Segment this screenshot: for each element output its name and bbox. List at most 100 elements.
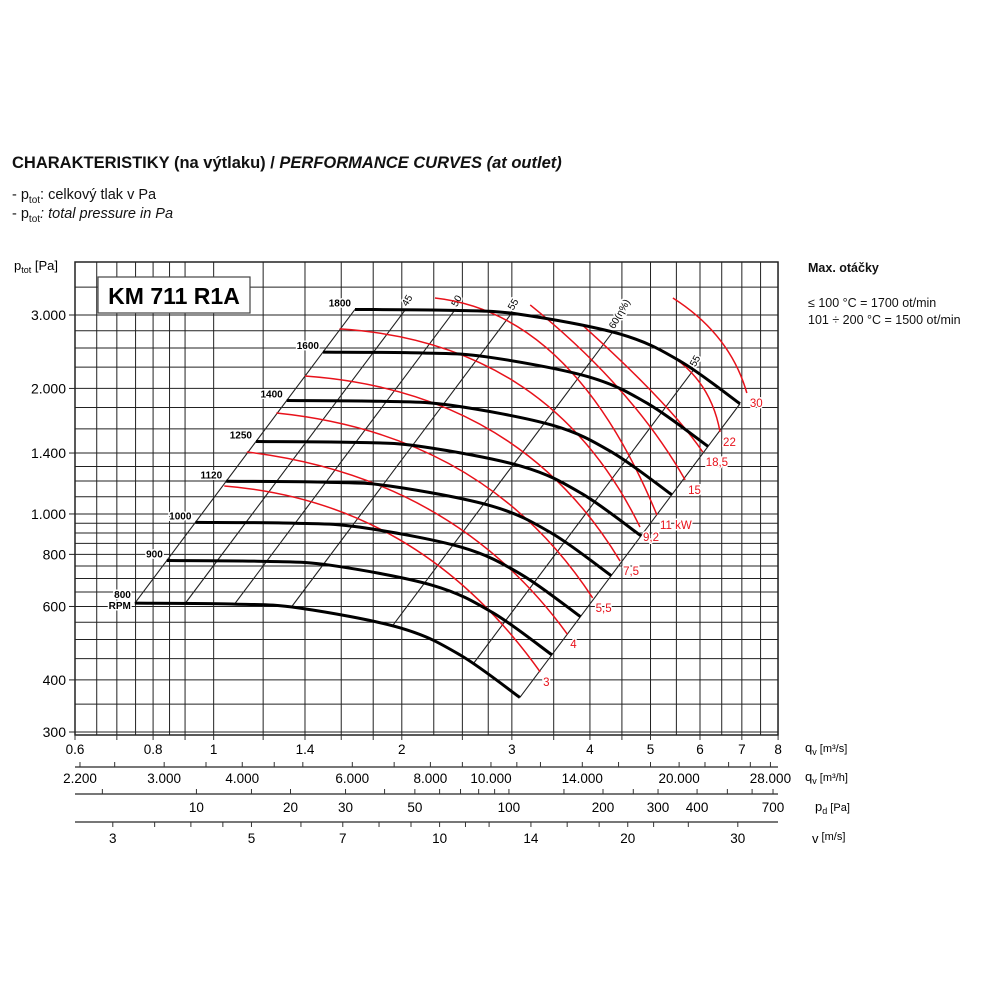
power-curve: [246, 451, 568, 635]
scale-tick-label: 300: [647, 800, 670, 815]
scale-tick-label: 8: [774, 742, 782, 757]
rpm-label: 800: [114, 590, 131, 601]
legend-line-en: - ptot: total pressure in Pa: [12, 206, 173, 225]
model-label: KM 711 R1A: [108, 283, 240, 309]
scale-unit-label: v [m/s]: [812, 831, 845, 846]
rpm-curve: [322, 350, 709, 448]
power-label: 11 kW: [660, 520, 692, 532]
power-label: 3: [543, 677, 549, 689]
efficiency-line: [184, 309, 406, 604]
scale-tick-label: 400: [686, 800, 709, 815]
legend-line-cz: - ptot: celkový tlak v Pa: [12, 187, 156, 206]
power-curve: [224, 485, 541, 673]
y-tick-label: 400: [43, 672, 67, 688]
scale-tick-label: 200: [592, 800, 615, 815]
rpm-curve: [195, 520, 582, 618]
scale-tick-label: 8.000: [413, 771, 447, 786]
power-curve: [276, 412, 594, 599]
legend-text: : total pressure in Pa: [40, 206, 174, 222]
power-label: 18,5: [706, 457, 728, 469]
power-label: 9,2: [643, 532, 659, 544]
y-tick-label: 300: [43, 724, 67, 740]
efficiency-label: 45: [400, 293, 415, 309]
y-tick-label: 1.000: [31, 506, 66, 522]
scale-tick-label: 20: [283, 800, 298, 815]
power-label: 7,5: [623, 566, 639, 578]
y-tick-label: 3.000: [31, 307, 66, 323]
power-curve: [581, 324, 704, 453]
scale-tick-label: 0.6: [66, 742, 85, 757]
y-tick-label: 2.000: [31, 380, 66, 396]
scale-tick-label: 3: [508, 742, 516, 757]
rpm-label: 1000: [169, 511, 192, 522]
rpm-curve: [354, 307, 741, 405]
rpm-label: 1120: [200, 470, 222, 481]
title-czech: CHARAKTERISTIKY (na výtlaku) /: [12, 154, 280, 172]
secondary-scales: 0.6 0.8 1 1.4 2 3 4 5 6 7 8 qv [m³/s] 2.200 3.000 4.00…: [63, 735, 850, 846]
legend-subscript: tot: [28, 213, 41, 225]
scale-tick-label: 28.000: [750, 771, 791, 786]
y-tick-label: 800: [43, 546, 67, 562]
power-curve: [304, 375, 621, 562]
scale-tick-label: 0.8: [144, 742, 163, 757]
rpm-label: 900: [146, 550, 163, 561]
rpm-curve: [255, 440, 642, 538]
scale-tick-label: 6: [696, 742, 704, 757]
legend-symbol: - p: [12, 187, 29, 203]
y-axis-label: ptot [Pa]: [14, 258, 58, 275]
y-tick-label: 600: [43, 598, 67, 614]
rpm-label: 1400: [260, 389, 283, 400]
efficiency-line: [134, 309, 356, 604]
rpm-label: 1250: [230, 431, 253, 442]
rpm-curve: [226, 479, 613, 577]
scale-tick-label: 7: [738, 742, 746, 757]
scale-tick-label: 14: [523, 831, 539, 846]
scale-unit-label: pd [Pa]: [815, 799, 850, 816]
max-speed-line-2: 101 ÷ 200 °C = 1500 ot/min: [808, 313, 961, 327]
rpm-unit-label: RPM: [109, 601, 131, 612]
efficiency-line: [391, 332, 613, 627]
scale-tick-label: 50: [407, 800, 422, 815]
power-label: 15: [688, 485, 701, 497]
legend-text: : celkový tlak v Pa: [40, 187, 157, 203]
scale-unit-label: qv [m³/h]: [805, 769, 848, 786]
power-curves: 3 4 5,5 7,5 9,211 kW 15 18,5 22 30: [224, 297, 764, 690]
power-label: 4: [570, 639, 577, 651]
power-label: 30: [750, 398, 763, 410]
scale-tick-label: 20.000: [658, 771, 699, 786]
scale-tick-label: 10.000: [470, 771, 511, 786]
efficiency-line: [519, 403, 741, 698]
scale-tick-label: 20: [620, 831, 635, 846]
scale-tick-label: 5: [647, 742, 655, 757]
scale-tick-label: 2.200: [63, 771, 97, 786]
plot-border: [74, 261, 779, 736]
scale-tick-label: 30: [730, 831, 745, 846]
title-english: PERFORMANCE CURVES (at outlet): [279, 154, 562, 172]
legend-subscript: tot: [28, 194, 41, 206]
power-label: 22: [723, 437, 736, 449]
scale-tick-label: 2: [398, 742, 406, 757]
scale-tick-label: 4.000: [225, 771, 259, 786]
scale-tick-label: 3.000: [147, 771, 181, 786]
scale-tick-label: 4: [586, 742, 594, 757]
max-speed-line-1: ≤ 100 °C = 1700 ot/min: [808, 296, 937, 310]
model-label-box: KM 711 R1A: [97, 276, 251, 314]
power-curve: [672, 297, 748, 394]
legend-symbol: - p: [12, 206, 29, 222]
scale-tick-label: 700: [762, 800, 785, 815]
y-tick-label: 1.400: [31, 445, 66, 461]
scale-tick-label: 100: [498, 800, 521, 815]
scale-tick-label: 5: [248, 831, 256, 846]
power-curve: [339, 328, 641, 528]
chart-title: CHARAKTERISTIKY (na výtlaku) / PERFORMAN…: [12, 154, 562, 173]
rpm-curve: [134, 601, 521, 699]
rpm-label: 1800: [329, 298, 352, 309]
axes: 3.000 2.000 1.400 1.000 800 600 400 300: [31, 307, 75, 740]
rpm-curve: [286, 398, 673, 497]
efficiency-label: 60(η%): [607, 298, 633, 331]
max-speed-title: Max. otáčky: [808, 261, 879, 275]
power-label: 5,5: [596, 603, 612, 615]
efficiency-line: [290, 313, 512, 608]
